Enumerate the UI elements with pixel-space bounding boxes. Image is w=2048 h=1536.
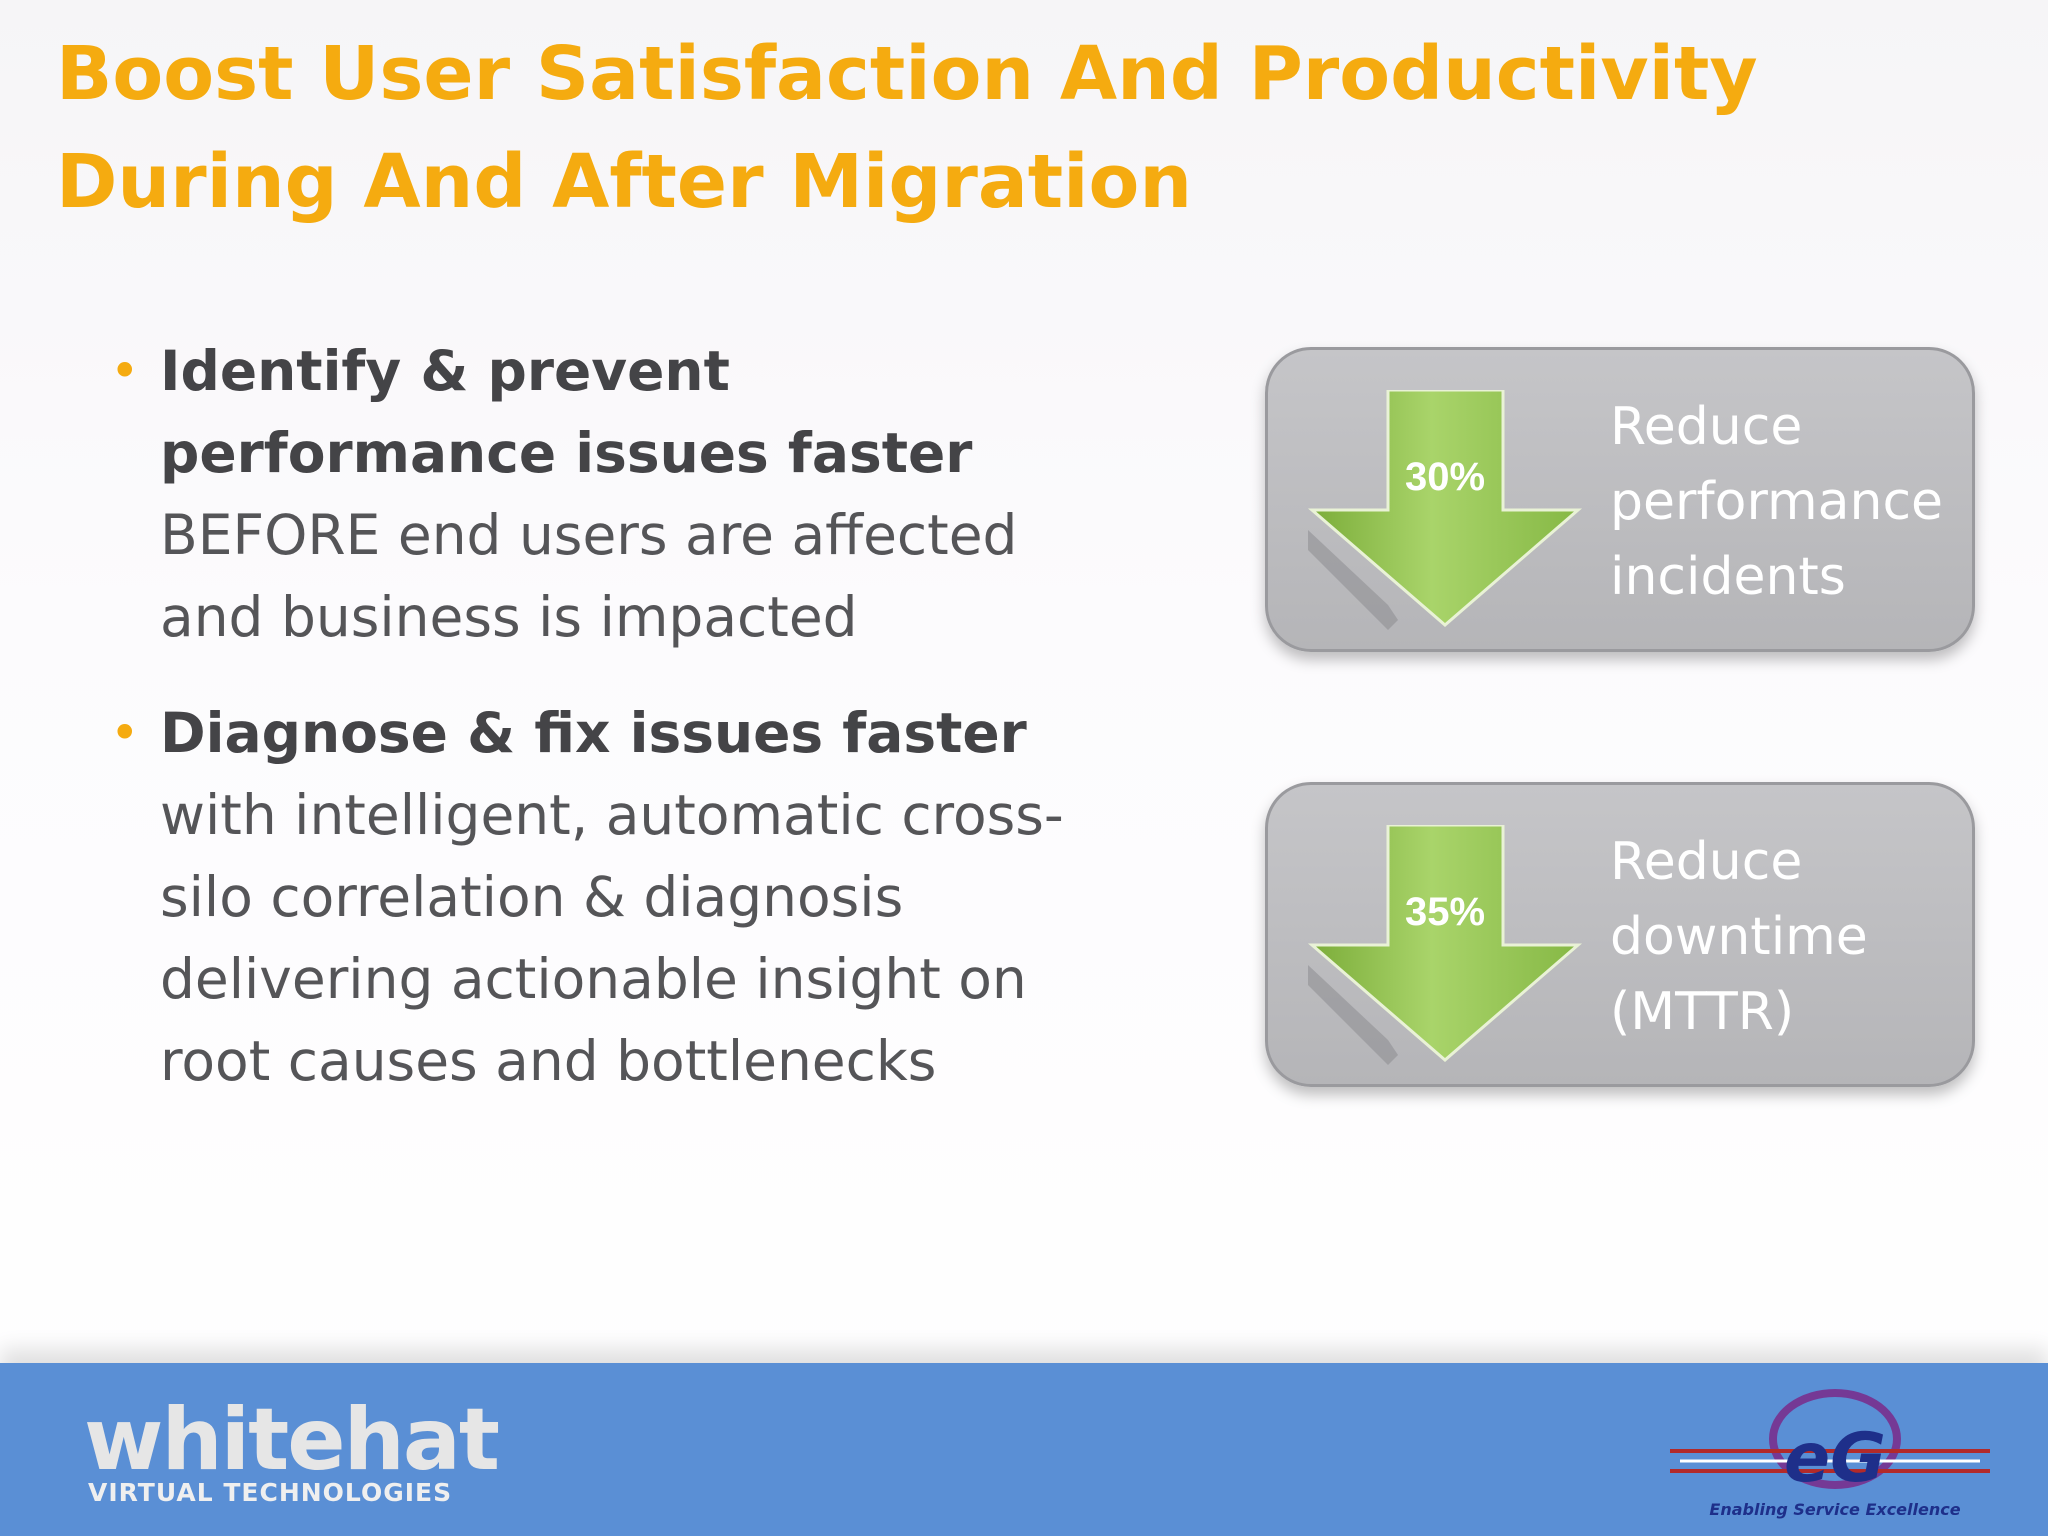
metric-value: 30% xyxy=(1405,455,1485,499)
down-arrow-icon: 30% xyxy=(1307,390,1583,630)
metric-card: 30% Reduce performance incidents xyxy=(1265,347,1975,652)
bullet-dot-icon: • xyxy=(110,704,140,762)
bullet-text: with intelligent, automatic cross-silo c… xyxy=(160,783,1064,1093)
whitehat-logo: whitehat VIRTUAL TECHNOLOGIES xyxy=(84,1397,501,1507)
metric-label-line: downtime xyxy=(1610,907,1868,967)
metric-label-line: Reduce xyxy=(1610,832,1803,892)
eg-logo: eG Enabling Service Excellence xyxy=(1670,1389,1990,1519)
slide-title: Boost User Satisfaction And Productivity… xyxy=(56,31,1758,225)
footer-band: whitehat VIRTUAL TECHNOLOGIES eG Enablin… xyxy=(0,1363,2048,1536)
whitehat-wordmark: whitehat xyxy=(84,1397,499,1490)
metric-label-line: Reduce xyxy=(1610,397,1803,457)
down-arrow-icon: 35% xyxy=(1307,825,1583,1065)
bullet-bold-text: Diagnose & fix issues faster xyxy=(160,701,1027,765)
whitehat-subtitle: VIRTUAL TECHNOLOGIES xyxy=(88,1478,452,1507)
bullet-item: • Identify & prevent performance issues … xyxy=(110,330,1110,658)
metric-label: Reduce performance incidents xyxy=(1610,390,1970,615)
eg-tagline: Enabling Service Excellence xyxy=(1709,1500,1960,1519)
metric-label: Reduce downtime (MTTR) xyxy=(1610,825,1970,1050)
bullet-dot-icon: • xyxy=(110,342,140,400)
metric-label-line: incidents xyxy=(1610,547,1846,607)
bullet-item: • Diagnose & fix issues faster with inte… xyxy=(110,692,1110,1102)
bullet-bold-text: Identify & prevent performance issues fa… xyxy=(160,339,973,485)
metric-label-line: (MTTR) xyxy=(1610,982,1795,1042)
metric-value: 35% xyxy=(1405,890,1485,934)
eg-wordmark: eG xyxy=(1784,1419,1886,1498)
bullet-text: BEFORE end users are affected and busine… xyxy=(160,503,1018,649)
bullet-list: • Identify & prevent performance issues … xyxy=(110,330,1110,1136)
metric-card: 35% Reduce downtime (MTTR) xyxy=(1265,782,1975,1087)
metric-label-line: performance xyxy=(1610,472,1944,532)
